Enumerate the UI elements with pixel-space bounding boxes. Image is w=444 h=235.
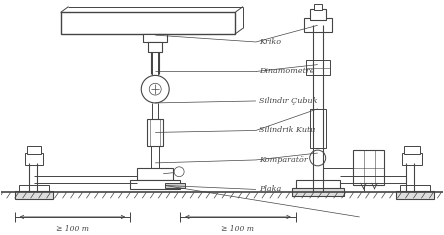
Bar: [304, 18, 332, 32]
Text: Silindrik Kutu: Silindrik Kutu: [259, 126, 315, 134]
Bar: [400, 185, 430, 192]
Circle shape: [310, 150, 326, 166]
Bar: [353, 150, 385, 185]
Bar: [60, 12, 235, 34]
Text: Silindır Çubuk: Silindır Çubuk: [259, 97, 317, 105]
Bar: [292, 188, 344, 196]
Bar: [15, 191, 52, 199]
Bar: [314, 4, 322, 10]
Text: ≥ 100 m: ≥ 100 m: [56, 225, 89, 233]
Bar: [24, 153, 43, 165]
Bar: [137, 168, 173, 180]
Bar: [130, 180, 180, 189]
Bar: [306, 60, 329, 75]
Bar: [27, 146, 40, 154]
Text: Dinamometre: Dinamometre: [259, 67, 314, 75]
Text: ≥ 100 m: ≥ 100 m: [222, 225, 254, 233]
Text: Komparatör: Komparatör: [259, 156, 308, 164]
Bar: [148, 42, 162, 52]
Circle shape: [141, 75, 169, 103]
Bar: [402, 153, 422, 165]
Bar: [147, 119, 163, 146]
Text: Kriko: Kriko: [259, 38, 281, 46]
Bar: [396, 191, 434, 199]
Text: Plaka: Plaka: [259, 185, 281, 193]
Bar: [310, 8, 326, 20]
Bar: [404, 146, 420, 154]
Circle shape: [149, 83, 161, 95]
Bar: [296, 180, 340, 189]
Bar: [310, 109, 326, 148]
Bar: [165, 183, 185, 188]
Bar: [19, 185, 48, 192]
Bar: [143, 34, 167, 42]
Circle shape: [174, 167, 184, 177]
